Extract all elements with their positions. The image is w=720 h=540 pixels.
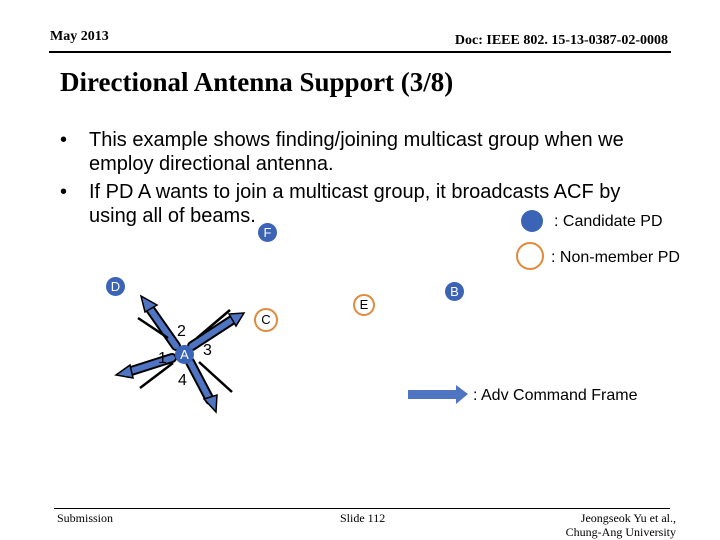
node-c: C <box>254 308 278 332</box>
node-b: B <box>445 282 464 301</box>
beam-arrow-up-left <box>139 294 181 351</box>
node-f: F <box>258 223 277 242</box>
footer-affiliation: Chung-Ang University <box>565 525 676 539</box>
beam-arrow-down-left <box>114 353 177 379</box>
node-d: D <box>106 277 125 296</box>
candidate-legend-icon <box>521 210 543 232</box>
beam-boundary-line <box>137 316 169 340</box>
candidate-legend-label: : Candidate PD <box>554 213 663 230</box>
node-e: E <box>353 294 375 316</box>
slide-title: Directional Antenna Support (3/8) <box>60 67 454 97</box>
node-a: A <box>175 345 194 364</box>
beam-number-3: 3 <box>203 342 212 359</box>
footer-submission: Submission <box>57 511 114 525</box>
bullet-text: If PD A wants to join a multicast group,… <box>89 181 621 227</box>
bullet-dot: • <box>60 129 68 151</box>
beam-arrow-up-right <box>187 312 246 351</box>
bullet-dot: • <box>60 181 68 203</box>
beam-number-4: 4 <box>178 372 187 389</box>
footer-author: Jeongseok Yu et al., <box>580 511 676 525</box>
beam-boundary-line <box>198 361 233 393</box>
nonmember-legend-icon <box>516 242 544 270</box>
footer-rule <box>54 508 670 509</box>
adv-legend-label: : Adv Command Frame <box>473 387 638 404</box>
beam-boundary-line <box>196 309 231 339</box>
beam-number-2: 2 <box>177 323 186 340</box>
header-date: May 2013 <box>50 29 109 44</box>
beam-boundary-line <box>139 362 174 389</box>
footer-slide-number: Slide 112 <box>340 511 386 525</box>
legend-arrow-icon <box>408 385 468 404</box>
nonmember-legend-label: : Non-member PD <box>551 249 680 266</box>
beam-number-1: 1 <box>158 350 167 367</box>
beam-arrow-down-right <box>185 357 218 414</box>
header-rule <box>49 51 671 53</box>
header-doc-id: Doc: IEEE 802. 15-13-0387-02-0008 <box>454 33 668 48</box>
bullet-text: This example shows finding/joining multi… <box>89 129 624 175</box>
